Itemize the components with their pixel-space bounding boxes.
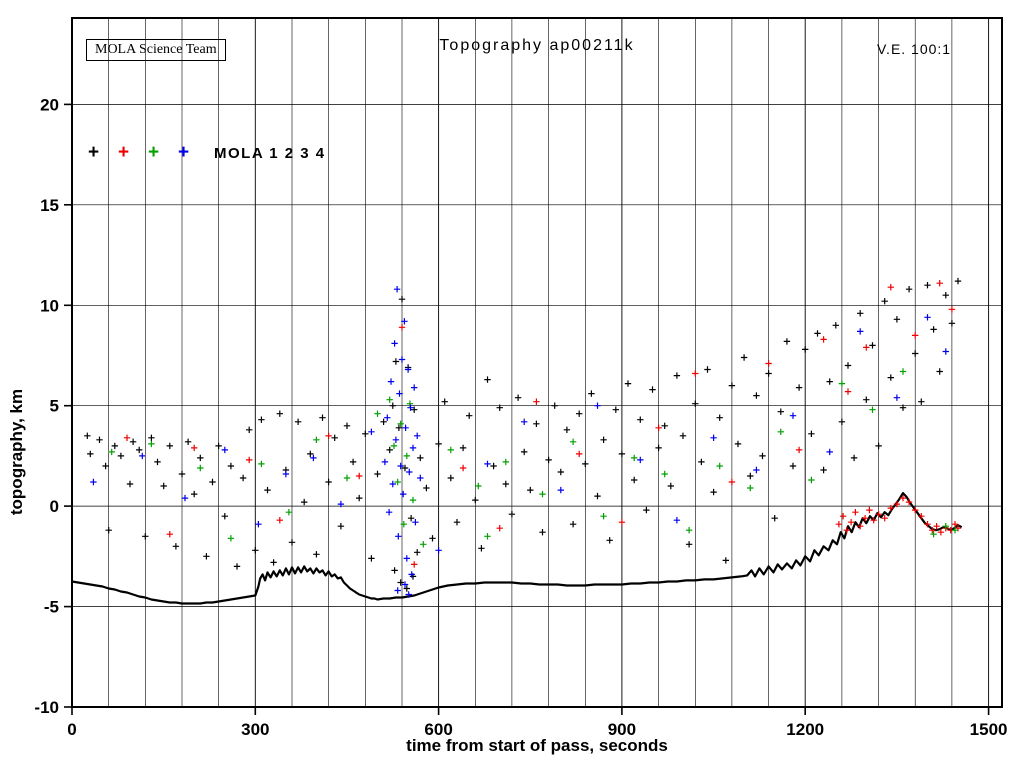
chart-title: Topography ap00211k	[439, 37, 635, 54]
vertical-exaggeration-label: V.E. 100:1	[877, 41, 952, 57]
legend-marker-mola3-icon: +	[148, 142, 160, 163]
svg-text:600: 600	[424, 720, 452, 739]
legend-marker-mola4-icon: +	[178, 142, 190, 163]
svg-text:20: 20	[40, 95, 59, 114]
svg-text:1500: 1500	[970, 720, 1008, 739]
series-mola-1-markers	[84, 277, 962, 592]
svg-text:300: 300	[241, 720, 269, 739]
svg-text:15: 15	[40, 196, 59, 215]
legend-label: MOLA 1 2 3 4	[214, 144, 326, 162]
legend-marker-mola1-icon: +	[88, 142, 100, 163]
series-mola-3-markers	[108, 368, 959, 548]
gridlines	[72, 18, 1002, 707]
svg-text:0: 0	[50, 497, 59, 516]
svg-text:5: 5	[50, 397, 59, 416]
series-mola-2-markers	[123, 280, 962, 568]
axis-ticks-and-labels: 0 300 600 900 1200 1500 -10 -5 0 5 10 15 20	[34, 95, 1007, 739]
series-mola-4-markers	[90, 286, 949, 598]
svg-text:10: 10	[40, 296, 59, 315]
plot-frame	[71, 17, 1003, 708]
x-axis-title: time from start of pass, seconds	[406, 736, 668, 755]
series-ground-line	[71, 492, 963, 605]
credit-box: MOLA Science Team	[86, 39, 226, 61]
svg-text:0: 0	[67, 720, 76, 739]
svg-text:900: 900	[608, 720, 636, 739]
chart-legend: + + + + MOLA 1 2 3 4	[88, 143, 326, 163]
svg-text:-10: -10	[34, 698, 59, 717]
y-axis-title: topography, km	[7, 389, 26, 515]
svg-text:1200: 1200	[786, 720, 824, 739]
legend-marker-mola2-icon: +	[118, 142, 130, 163]
svg-text:-5: -5	[44, 598, 59, 617]
credit-box-label: MOLA Science Team	[95, 42, 217, 57]
